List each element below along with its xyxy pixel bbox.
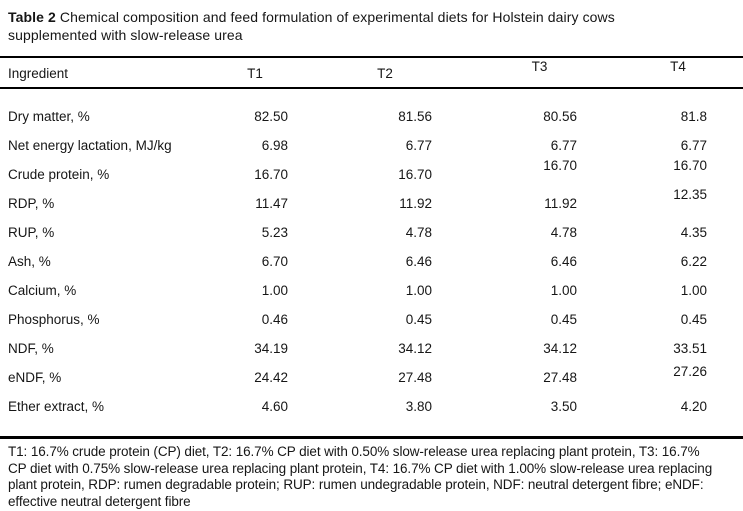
cell-t1: 1.00 — [261, 283, 288, 298]
row-label: Phosphorus, % — [8, 312, 100, 327]
cell-t1: 4.60 — [261, 399, 288, 414]
table-footnote: T1: 16.7% crude protein (CP) diet, T2: 1… — [0, 439, 743, 510]
cell-t1: 34.19 — [254, 341, 288, 356]
cell-t3: 11.92 — [544, 196, 577, 211]
cell-t4: 33.51 — [673, 341, 707, 356]
cell-t3: 27.48 — [543, 370, 577, 385]
row-label: NDF, % — [8, 341, 54, 356]
cell-t4: 16.70 — [673, 158, 707, 173]
footnote-line-3: plant protein, RDP: rumen degradable pro… — [8, 477, 704, 492]
cell-t1: 82.50 — [254, 109, 288, 124]
cell-t3: 1.00 — [550, 283, 577, 298]
table-row-ndf: NDF, % 34.19 34.12 34.12 33.51 — [0, 334, 743, 363]
cell-t4: 6.22 — [680, 254, 707, 269]
cell-t4: 0.45 — [680, 312, 707, 327]
cell-t3: 0.45 — [550, 312, 577, 327]
table-body: Dry matter, % 82.50 81.56 80.56 81.8 Net… — [0, 89, 743, 436]
table-row-calcium: Calcium, % 1.00 1.00 1.00 1.00 — [0, 276, 743, 305]
table-row-dry-matter: Dry matter, % 82.50 81.56 80.56 81.8 — [0, 102, 743, 131]
cell-t1: 5.23 — [261, 225, 288, 240]
row-label: Ether extract, % — [8, 399, 105, 414]
row-label: Calcium, % — [8, 283, 77, 298]
row-label: Dry matter, % — [8, 109, 90, 124]
caption-line-1: Table 2 Chemical composition and feed fo… — [8, 8, 735, 26]
row-label: Ash, % — [8, 254, 51, 269]
cell-t3: 4.78 — [550, 225, 577, 240]
cell-t4: 4.35 — [680, 225, 707, 240]
cell-t4: 1.00 — [680, 283, 707, 298]
caption-table-number: Table 2 — [8, 9, 56, 25]
row-label: Crude protein, % — [8, 167, 110, 182]
cell-t2: 81.56 — [398, 109, 432, 124]
cell-t3: 3.50 — [550, 399, 577, 414]
row-label: RUP, % — [8, 225, 55, 240]
cell-t2: 0.45 — [405, 312, 432, 327]
column-header-t1: T1 — [247, 66, 263, 81]
table-header-rule — [0, 87, 743, 89]
cell-t2: 16.70 — [398, 167, 432, 182]
caption-line-2: supplemented with slow-release urea — [8, 27, 243, 43]
cell-t4: 12.35 — [673, 187, 707, 202]
column-header-t4: T4 — [670, 59, 686, 74]
footnote-line-1: T1: 16.7% crude protein (CP) diet, T2: 1… — [8, 444, 700, 459]
cell-t4: 4.20 — [680, 399, 707, 414]
table-row-endf: eNDF, % 24.42 27.48 27.48 27.26 — [0, 363, 743, 392]
cell-t3: 34.12 — [543, 341, 577, 356]
column-header-t2: T2 — [377, 66, 393, 81]
table-bottom-rule — [0, 436, 743, 439]
cell-t1: 11.47 — [255, 196, 288, 211]
cell-t2: 6.77 — [405, 138, 432, 153]
table-row-rup: RUP, % 5.23 4.78 4.78 4.35 — [0, 218, 743, 247]
table-caption: Table 2 Chemical composition and feed fo… — [0, 0, 743, 44]
cell-t4: 27.26 — [673, 364, 707, 379]
cell-t2: 3.80 — [405, 399, 432, 414]
cell-t2: 6.46 — [405, 254, 432, 269]
cell-t2: 27.48 — [398, 370, 432, 385]
data-table: Ingredient T1 T2 T3 T4 Dry matter, % 82.… — [0, 56, 743, 439]
cell-t2: 1.00 — [405, 283, 432, 298]
footnote-line-2: CP diet with 0.75% slow-release urea rep… — [8, 460, 713, 476]
table-top-rule — [0, 56, 743, 58]
table-row-rdp: RDP, % 11.47 11.92 11.92 12.35 — [0, 187, 743, 218]
cell-t3: 80.56 — [543, 109, 577, 124]
cell-t1: 24.42 — [254, 370, 288, 385]
table-row-crude-protein: Crude protein, % 16.70 16.70 16.70 16.70 — [0, 158, 743, 189]
cell-t1: 6.98 — [261, 138, 288, 153]
row-label: Net energy lactation, MJ/kg — [8, 138, 172, 153]
cell-t4: 6.77 — [680, 138, 707, 153]
cell-t3: 16.70 — [543, 158, 577, 173]
footnote-line-4: effective neutral detergent fibre — [8, 493, 191, 509]
row-label: RDP, % — [8, 196, 55, 211]
column-header-t3: T3 — [531, 59, 548, 74]
table-row-ash: Ash, % 6.70 6.46 6.46 6.22 — [0, 247, 743, 276]
table-row-ether-extract: Ether extract, % 4.60 3.80 3.50 4.20 — [0, 392, 743, 421]
table-row-phosphorus: Phosphorus, % 0.46 0.45 0.45 0.45 — [0, 305, 743, 334]
cell-t2: 34.12 — [398, 341, 432, 356]
column-header-ingredient: Ingredient — [8, 66, 69, 81]
row-label: eNDF, % — [8, 370, 62, 385]
cell-t3: 6.46 — [550, 254, 577, 269]
cell-t1: 0.46 — [261, 312, 288, 327]
caption-text-1: Chemical composition and feed formulatio… — [59, 9, 615, 25]
cell-t1: 16.70 — [254, 167, 288, 182]
cell-t2: 11.92 — [399, 196, 432, 211]
cell-t4: 81.8 — [680, 109, 707, 124]
cell-t2: 4.78 — [405, 225, 432, 240]
table-row-net-energy: Net energy lactation, MJ/kg 6.98 6.77 6.… — [0, 131, 743, 160]
table-header-row: Ingredient T1 T2 T3 T4 — [0, 58, 743, 87]
cell-t1: 6.70 — [261, 254, 288, 269]
cell-t3: 6.77 — [550, 138, 577, 153]
